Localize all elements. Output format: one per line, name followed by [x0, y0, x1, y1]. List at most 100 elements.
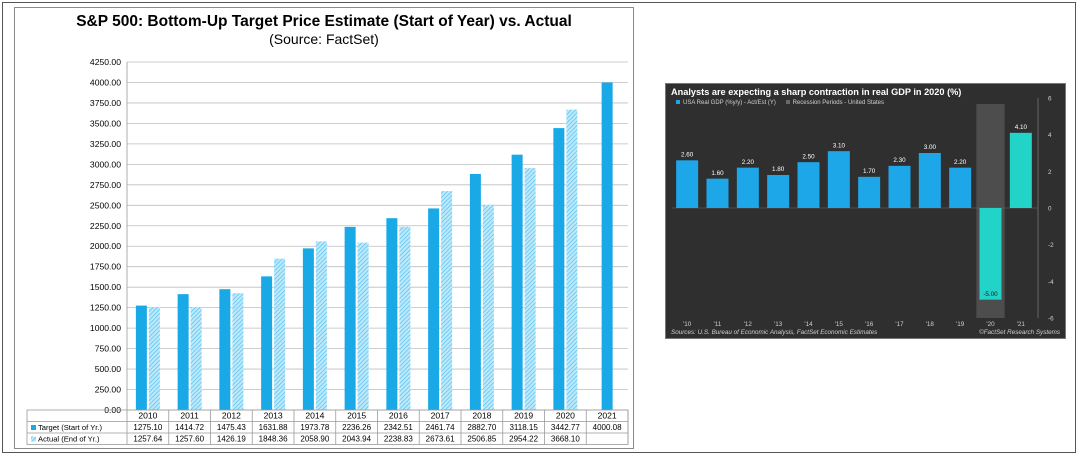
sp500-chart: S&P 500: Bottom-Up Target Price Estimate…: [14, 7, 634, 449]
data-label: 1973.78: [300, 423, 329, 432]
x-tick-label: '19: [956, 321, 965, 328]
x-tick-label: '15: [835, 321, 844, 328]
bar-target-2020: [553, 128, 565, 410]
bar-actual-2020: [566, 109, 578, 410]
data-label-bg: [707, 168, 728, 177]
data-label: 1426.19: [217, 435, 246, 444]
data-label-bg: [768, 165, 789, 173]
data-label: -5.00: [983, 291, 998, 298]
x-tick-label: '16: [865, 321, 874, 328]
bar-actual-2019: [524, 168, 536, 410]
bar-actual-2018: [482, 204, 494, 410]
x-tick-label: 2016: [389, 411, 408, 421]
x-tick-label: 2017: [431, 411, 450, 421]
data-label: 2.30: [893, 157, 906, 164]
bar-'20: [979, 208, 1002, 300]
y-tick-label: 250.00: [95, 385, 122, 395]
bar-actual-2016: [399, 226, 411, 410]
y-tick-label: -6: [1048, 316, 1054, 323]
data-label: 1.80: [772, 166, 785, 173]
data-label: 2342.51: [384, 423, 413, 432]
y-tick-label: 4250.00: [90, 57, 121, 67]
bar-'18: [918, 153, 941, 208]
bar-target-2021: [601, 82, 613, 410]
data-label-bg: [919, 143, 940, 151]
y-tick-label: 2: [1048, 169, 1052, 176]
x-tick-label: '13: [774, 321, 783, 328]
bar-'17: [888, 165, 911, 208]
data-label: 2.20: [742, 159, 755, 166]
y-tick-label: -2: [1048, 242, 1054, 249]
x-tick-label: '10: [683, 321, 692, 328]
y-tick-label: 2500.00: [90, 200, 121, 210]
x-tick-label: '18: [926, 321, 935, 328]
data-label-bg: [798, 152, 819, 161]
bar-'15: [827, 151, 850, 208]
data-label: 2.20: [954, 159, 967, 166]
data-label: 1257.64: [133, 435, 162, 444]
data-label: 2506.85: [467, 435, 496, 444]
legend-swatch-actual: [31, 436, 36, 442]
bar-actual-2014: [315, 241, 327, 410]
data-label: 2.60: [681, 152, 694, 159]
bar-actual-2013: [274, 258, 286, 410]
data-label: 2043.94: [342, 435, 371, 444]
bar-'11: [706, 178, 729, 208]
x-tick-label: 2010: [138, 411, 157, 421]
gdp-chart-title: Analysts are expecting a sharp contracti…: [671, 87, 962, 97]
chart-subtitle: (Source: FactSet): [269, 31, 379, 47]
x-tick-label: 2013: [264, 411, 283, 421]
data-label: 2.50: [802, 153, 815, 160]
y-tick-label: 3250.00: [90, 139, 121, 149]
y-tick-label: 1500.00: [90, 282, 121, 292]
gdp-chart: Analysts are expecting a sharp contracti…: [665, 83, 1066, 339]
y-tick-label: 1250.00: [90, 303, 121, 313]
y-tick-label: 4: [1048, 132, 1052, 139]
data-label: 1.70: [863, 168, 876, 175]
bar-'14: [797, 162, 820, 208]
y-tick-label: 3000.00: [90, 159, 121, 169]
y-tick-label: 2750.00: [90, 180, 121, 190]
gdp-legend-item-recession: Recession Periods - United States: [785, 100, 884, 106]
data-label: 2058.90: [300, 435, 329, 444]
x-tick-label: '20: [986, 321, 995, 328]
x-tick-label: 2014: [305, 411, 324, 421]
data-label: 3.10: [833, 142, 846, 149]
data-label-bg: [1010, 122, 1031, 131]
legend-entry: Actual (End of Yr.): [38, 435, 100, 444]
bar-actual-2012: [232, 293, 244, 410]
data-label: 2461.74: [426, 423, 455, 432]
bar-'13: [767, 175, 790, 208]
bar-target-2014: [302, 248, 314, 410]
y-tick-label: 3500.00: [90, 118, 121, 128]
data-label-bg: [828, 141, 849, 150]
y-tick-label: 3750.00: [90, 98, 121, 108]
sp500-plot: 0.00250.00500.00750.001000.001250.001500…: [26, 57, 629, 445]
y-tick-label: 1000.00: [90, 323, 121, 333]
x-tick-label: '14: [804, 321, 813, 328]
bar-target-2013: [261, 276, 273, 410]
bar-target-2016: [386, 218, 398, 410]
x-tick-label: '17: [895, 321, 904, 328]
y-tick-label: 2250.00: [90, 221, 121, 231]
bar-target-2018: [469, 173, 481, 410]
data-label: 2238.83: [384, 435, 413, 444]
data-label: 3118.15: [509, 423, 538, 432]
bar-target-2015: [344, 226, 356, 410]
y-tick-label: 0: [1048, 206, 1052, 213]
x-tick-label: '11: [714, 321, 722, 328]
x-tick-label: 2012: [222, 411, 241, 421]
bar-target-2019: [511, 154, 523, 410]
x-tick-label: 2020: [556, 411, 575, 421]
bar-actual-2010: [148, 307, 160, 410]
bar-'21: [1009, 132, 1032, 208]
data-label: 2882.70: [467, 423, 496, 432]
legend-entry: Target (Start of Yr.): [38, 423, 102, 432]
x-tick-label: '21: [1017, 321, 1026, 328]
x-tick-label: 2015: [347, 411, 366, 421]
data-label: 1475.43: [217, 423, 246, 432]
bar-actual-2017: [441, 191, 453, 410]
bar-'19: [949, 167, 972, 208]
y-tick-label: 2000.00: [90, 241, 121, 251]
